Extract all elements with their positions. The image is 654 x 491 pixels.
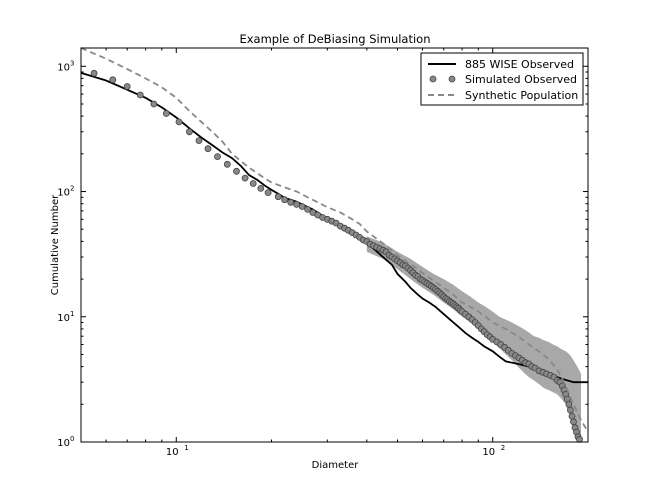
x-tick-label: 10 <box>166 447 179 458</box>
series-layer <box>80 47 589 443</box>
point-simulated-observed-8 <box>195 137 203 145</box>
point-simulated-observed-4 <box>150 100 158 108</box>
point-simulated-observed-7 <box>185 128 193 136</box>
point-simulated-observed-10 <box>214 153 221 161</box>
legend-swatch-simulated-observed-1 <box>429 75 437 83</box>
point-simulated-observed-11 <box>223 160 231 168</box>
legend-label-wise-observed: 885 WISE Observed <box>465 58 574 71</box>
point-simulated-observed-0 <box>90 69 98 77</box>
y-tick-label: 10 <box>57 438 70 449</box>
point-simulated-observed-19 <box>287 198 295 206</box>
y-tick-label: 10 <box>57 313 70 324</box>
series-line-synthetic-population <box>80 47 589 433</box>
y-tick-label-exponent: 2 <box>70 185 74 193</box>
x-axis-label: Diameter <box>312 460 360 471</box>
point-simulated-observed-117 <box>576 435 583 443</box>
point-simulated-observed-22 <box>304 205 312 213</box>
x-tick-label: 10 <box>482 447 495 458</box>
point-simulated-observed-6 <box>175 118 183 126</box>
point-simulated-observed-2 <box>123 83 131 90</box>
y-tick-label: 10 <box>57 62 70 73</box>
point-simulated-observed-5 <box>162 110 170 117</box>
legend-label-simulated-observed: Simulated Observed <box>465 73 577 86</box>
x-tick-label-exponent: 1 <box>184 444 188 452</box>
point-simulated-observed-113 <box>570 418 577 426</box>
point-simulated-observed-20 <box>293 200 301 208</box>
point-simulated-observed-1 <box>109 76 117 84</box>
plot-background <box>81 48 588 442</box>
legend: 885 WISE Observed Simulated Observed Syn… <box>420 52 584 106</box>
legend-label-synthetic-population: Synthetic Population <box>465 89 578 102</box>
y-axis-label: Cumulative Number <box>50 194 61 295</box>
plot-frame <box>80 47 589 443</box>
y-tick-label-exponent: 0 <box>70 435 74 443</box>
point-simulated-observed-13 <box>241 174 249 182</box>
point-simulated-observed-9 <box>204 145 212 153</box>
y-tick-label-exponent: 1 <box>70 310 74 318</box>
point-simulated-observed-111 <box>567 406 574 414</box>
tick-layer: 10 1 10 210 010 110 210 3 <box>57 48 589 458</box>
chart-title: Example of DeBiasing Simulation <box>239 32 430 46</box>
y-tick-label: 10 <box>57 188 70 199</box>
point-simulated-observed-18 <box>281 196 289 204</box>
y-tick-label-exponent: 3 <box>70 59 74 67</box>
legend-box <box>420 52 584 106</box>
point-simulated-observed-3 <box>136 91 144 99</box>
point-simulated-observed-110 <box>565 400 573 408</box>
point-simulated-observed-15 <box>257 184 265 192</box>
x-tick-label-exponent: 2 <box>501 444 505 452</box>
point-simulated-observed-21 <box>298 203 306 210</box>
point-simulated-observed-17 <box>274 193 282 201</box>
legend-swatch-simulated-observed-2 <box>448 75 456 83</box>
point-simulated-observed-12 <box>233 167 240 175</box>
point-simulated-observed-16 <box>264 189 272 197</box>
point-simulated-observed-14 <box>249 180 257 187</box>
